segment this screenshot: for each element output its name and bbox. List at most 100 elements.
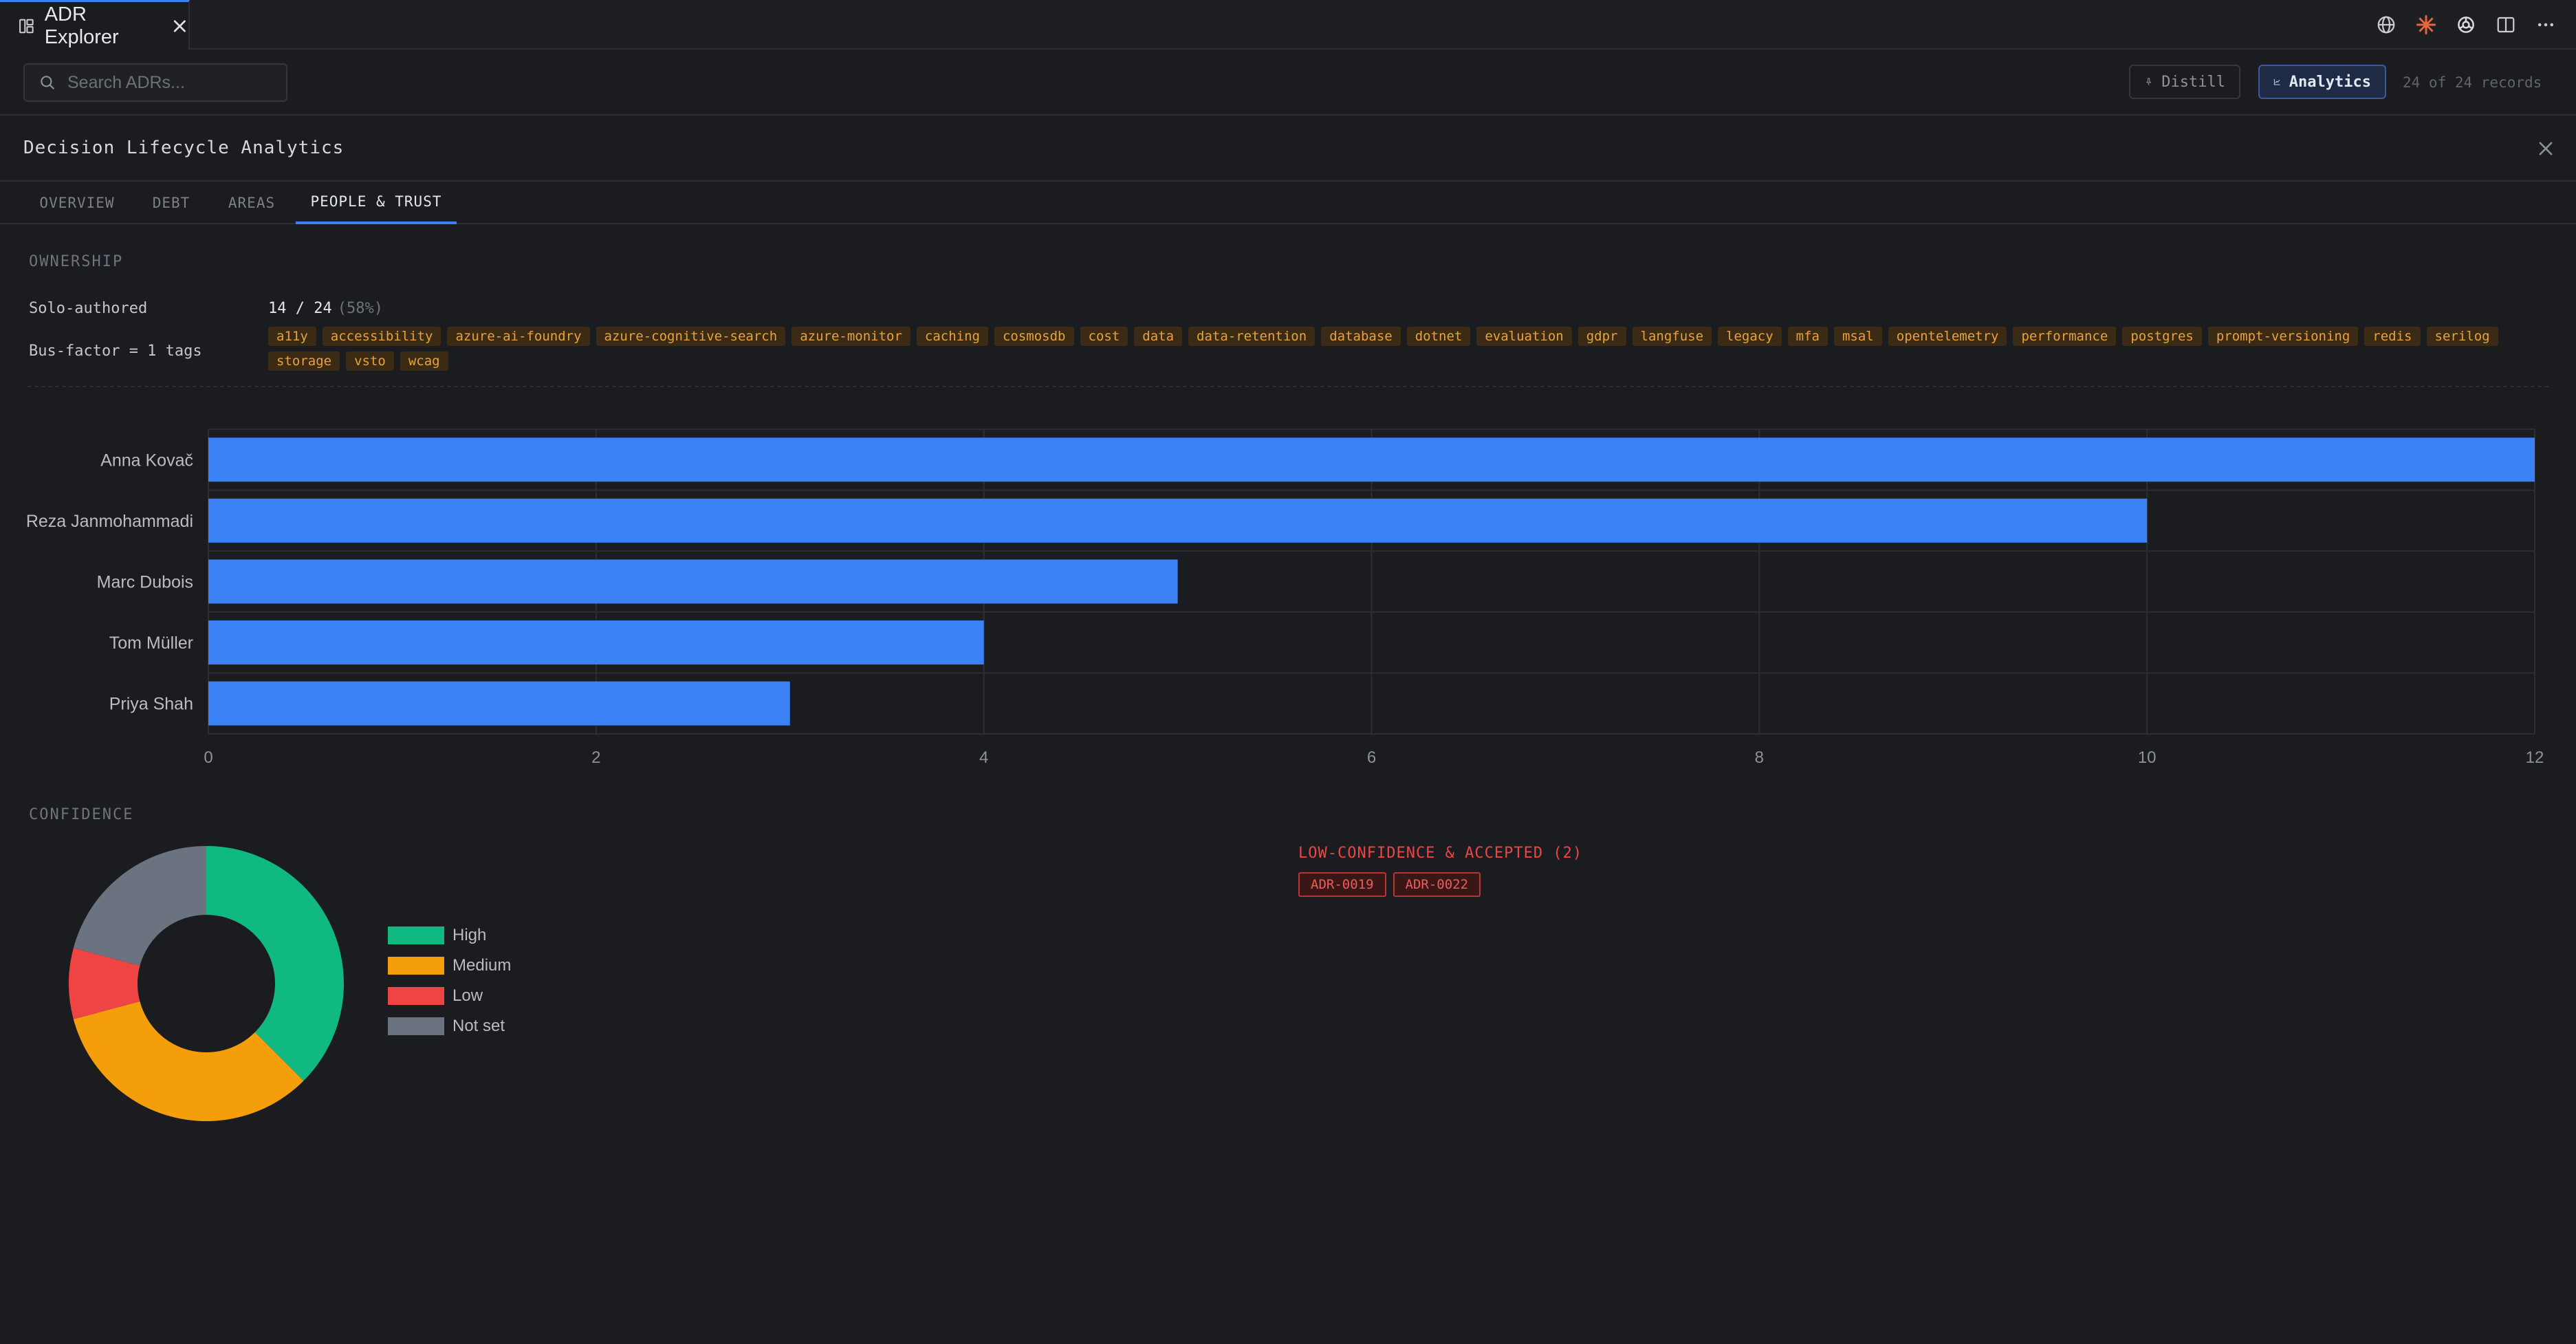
tab-areas[interactable]: AREAS [228,195,276,211]
bar [208,498,2148,543]
x-tick-label: 0 [204,748,212,767]
editor-actions [2374,12,2558,37]
bar [208,681,790,726]
analytics-button[interactable]: Analytics [2258,65,2386,99]
tag-chip: evaluation [1476,327,1572,346]
donut-slice [206,846,344,1081]
tag-chip: a11y [268,327,316,346]
more-icon[interactable] [2533,12,2558,37]
solo-authored-count: 14 / 24 [268,300,332,317]
tag-chip: cost [1080,327,1128,346]
tag-chip: dotnet [1406,327,1471,346]
tag-chip: langfuse [1632,327,1712,346]
tab-overview[interactable]: OVERVIEW [39,195,115,211]
tag-chip: mfa [1787,327,1828,346]
divider [28,386,2548,387]
sparkle-icon[interactable] [2414,12,2438,37]
adr-chip[interactable]: ADR-0022 [1393,872,1481,897]
tag-chip: gdpr [1578,327,1626,346]
layout-icon [19,19,34,33]
legend-swatch [388,1017,444,1035]
legend-item: Medium [388,951,511,981]
confidence-section-label: CONFIDENCE [29,806,134,823]
search-input[interactable] [67,72,274,93]
panel-title: Decision Lifecycle Analytics [23,138,345,158]
tag-chip: redis [2364,327,2421,346]
close-icon[interactable] [171,17,188,35]
legend-label: Not set [452,1017,505,1035]
globe-icon[interactable] [2374,12,2399,37]
confidence-legend: High Medium Low Not set [388,920,511,1041]
tag-chip: performance [2013,327,2117,346]
tag-chip: data-retention [1188,327,1316,346]
tag-chip: cosmosdb [994,327,1074,346]
tag-chip: database [1321,327,1401,346]
x-tick-label: 4 [979,748,988,767]
x-tick-label: 10 [2138,748,2157,767]
record-count: 24 of 24 records [2403,74,2542,91]
tag-chip: azure-monitor [792,327,910,346]
y-category-label: Marc Dubois [97,573,193,592]
legend-swatch [388,987,444,1005]
legend-label: Medium [452,956,512,975]
chart-line-icon [2273,78,2280,85]
legend-swatch [388,957,444,975]
authors-bar-chart: 0 2 4 6 8 10 12 Anna Kovač Reza Janmohammadi Marc… [26,429,2544,767]
tag-chip: caching [916,327,988,346]
distill-label: Distill [2161,73,2225,91]
legend-item: Not set [388,1011,511,1041]
x-tick-label: 12 [2526,748,2544,767]
adr-chip[interactable]: ADR-0019 [1298,872,1386,897]
toolbar: Distill Analytics 24 of 24 records [0,50,2576,116]
y-category-label: Anna Kovač [100,451,193,470]
openai-icon[interactable] [2454,12,2478,37]
tag-chip: data [1134,327,1183,346]
x-tick-label: 8 [1755,748,1764,767]
low-confidence-adr-list: ADR-0019 ADR-0022 [1298,872,1481,897]
legend-label: High [452,926,487,944]
legend-label: Low [452,986,483,1005]
solo-authored-label: Solo-authored [29,300,148,317]
bar [208,559,1178,604]
legend-item: Low [388,981,511,1011]
tag-chip: opentelemetry [1888,327,2007,346]
bus-factor-tags: a11y accessibility azure-ai-foundry azure-c… [268,327,2551,371]
y-category-label: Tom Müller [109,633,193,653]
tag-chip: storage [268,351,340,371]
bus-factor-label: Bus-factor = 1 tags [29,343,202,360]
legend-swatch [388,926,444,944]
solo-authored-value: 14 / 24 (58%) [268,300,383,317]
tag-chip: accessibility [322,327,441,346]
tab-people-trust[interactable]: PEOPLE & TRUST [296,182,457,224]
donut-slice [73,1001,304,1121]
legend-item: High [388,920,511,951]
close-icon[interactable] [2536,139,2555,158]
analytics-tabs: OVERVIEW DEBT AREAS PEOPLE & TRUST [0,182,2576,224]
tag-chip: wcag [400,351,448,371]
tab-debt[interactable]: DEBT [152,195,190,211]
tag-chip: azure-ai-foundry [447,327,590,346]
bar [208,620,984,665]
analytics-panel-header: Decision Lifecycle Analytics [0,116,2576,182]
low-confidence-accepted-title: LOW-CONFIDENCE & ACCEPTED (2) [1298,845,1583,862]
tag-chip: serilog [2426,327,2498,346]
split-view-icon[interactable] [2493,12,2518,37]
tag-chip: postgres [2122,327,2202,346]
y-category-label: Priya Shah [109,695,193,714]
tag-chip: prompt-versioning [2207,327,2359,346]
search-icon [41,76,54,89]
tag-chip: azure-cognitive-search [596,327,786,346]
tab-title: ADR Explorer [44,3,119,48]
bar [208,437,2535,482]
x-tick-label: 2 [591,748,600,767]
y-category-label: Reza Janmohammadi [26,512,193,531]
analytics-label: Analytics [2289,73,2371,91]
pin-icon [2146,78,2151,85]
distill-button[interactable]: Distill [2129,65,2240,99]
tag-chip: vsto [346,351,394,371]
x-tick-label: 6 [1367,748,1376,767]
tab-adr-explorer[interactable]: ADR Explorer [0,0,190,50]
search-box[interactable] [23,63,287,102]
tag-chip: legacy [1718,327,1782,346]
tag-chip: msal [1833,327,1882,346]
